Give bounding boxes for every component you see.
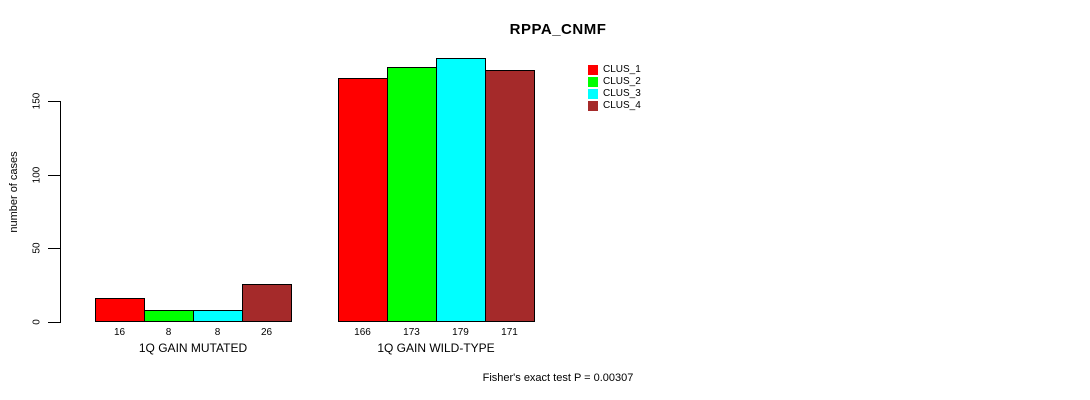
- chart-title: RPPA_CNMF: [509, 21, 607, 38]
- legend-row-clus_1: CLUS_1: [588, 65, 641, 75]
- bar-value-label: 8: [214, 327, 221, 338]
- legend-label: CLUS_1: [603, 64, 641, 75]
- x-category-label: 1Q GAIN WILD-TYPE: [377, 341, 495, 355]
- x-category-label: 1Q GAIN MUTATED: [138, 341, 248, 355]
- bar-clus_4-wild-type: [485, 70, 535, 322]
- bar-clus_3-mutated: [193, 310, 243, 322]
- y-tick: [48, 248, 60, 249]
- legend-swatch-clus_1: [588, 65, 598, 75]
- legend-swatch-clus_4: [588, 101, 598, 111]
- legend-row-clus_2: CLUS_2: [588, 77, 641, 87]
- bar-value-label: 8: [165, 327, 172, 338]
- legend: CLUS_1 CLUS_2 CLUS_3 CLUS_4: [588, 65, 641, 113]
- legend-label: CLUS_4: [603, 100, 641, 111]
- bar-value-label: 171: [501, 327, 518, 338]
- legend-label: CLUS_2: [603, 76, 641, 87]
- bar-clus_2-mutated: [144, 310, 194, 322]
- legend-swatch-clus_2: [588, 77, 598, 87]
- legend-swatch-clus_3: [588, 89, 598, 99]
- bar-clus_3-wild-type: [436, 58, 486, 322]
- y-tick-label: 150: [31, 92, 43, 110]
- bar-value-label: 166: [354, 327, 371, 338]
- bar-clus_1-wild-type: [338, 78, 388, 322]
- y-tick-label: 0: [31, 319, 43, 325]
- bar-clus_1-mutated: [95, 298, 145, 322]
- bar-value-label: 26: [260, 327, 273, 338]
- y-tick-label: 50: [31, 242, 43, 254]
- y-tick-label: 100: [31, 166, 43, 184]
- legend-row-clus_3: CLUS_3: [588, 89, 641, 99]
- y-tick: [48, 101, 60, 102]
- legend-label: CLUS_3: [603, 88, 641, 99]
- y-tick: [48, 175, 60, 176]
- y-tick: [48, 322, 60, 323]
- bar-clus_2-wild-type: [387, 67, 437, 322]
- bar-clus_4-mutated: [242, 284, 292, 322]
- bar-value-label: 179: [452, 327, 469, 338]
- fisher-test-annotation: Fisher's exact test P = 0.00307: [482, 372, 634, 384]
- y-axis-label: number of cases: [8, 151, 20, 233]
- bar-value-label: 16: [113, 327, 126, 338]
- legend-row-clus_4: CLUS_4: [588, 101, 641, 111]
- bar-value-label: 173: [403, 327, 420, 338]
- y-axis-line: [60, 101, 61, 323]
